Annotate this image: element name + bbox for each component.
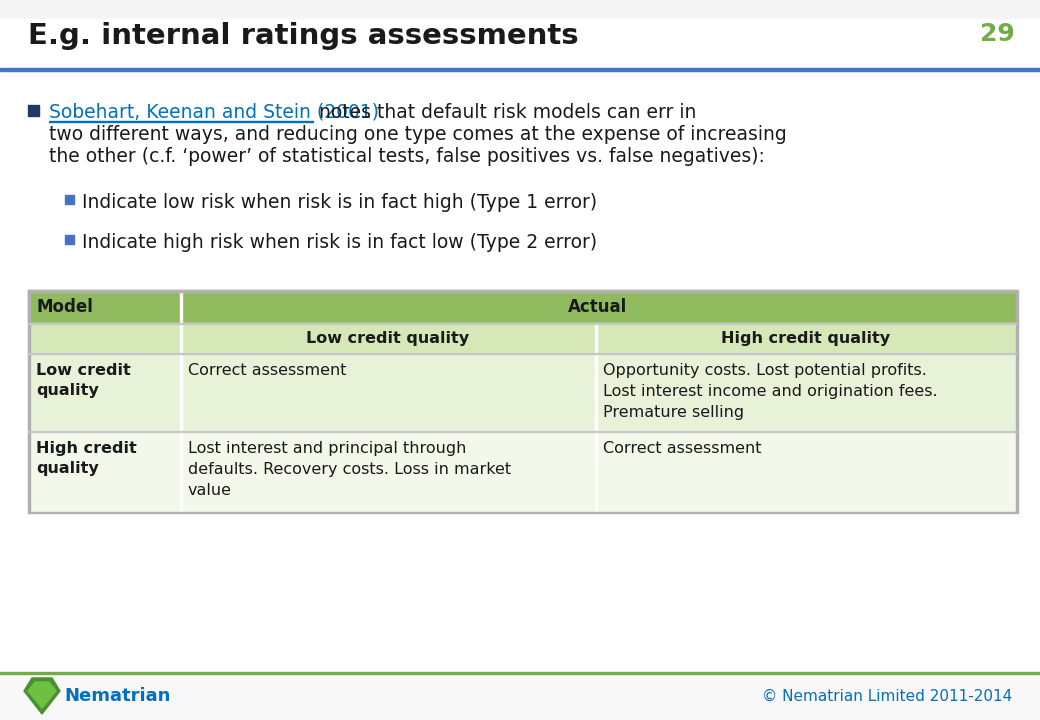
Bar xyxy=(28,323,1016,324)
Text: Indicate low risk when risk is in fact high (Type 1 error): Indicate low risk when risk is in fact h… xyxy=(82,193,597,212)
Text: two different ways, and reducing one type comes at the expense of increasing: two different ways, and reducing one typ… xyxy=(49,125,786,144)
Bar xyxy=(180,290,182,323)
Bar xyxy=(0,672,1040,674)
Bar xyxy=(180,431,182,513)
Text: Opportunity costs. Lost potential profits.
Lost interest income and origination : Opportunity costs. Lost potential profit… xyxy=(603,363,938,420)
Bar xyxy=(28,511,1016,513)
Text: Model: Model xyxy=(36,297,93,315)
Text: Low credit
quality: Low credit quality xyxy=(36,363,131,397)
Text: notes that default risk models can err in: notes that default risk models can err i… xyxy=(313,103,697,122)
Text: High credit
quality: High credit quality xyxy=(36,441,136,476)
Bar xyxy=(0,672,1040,720)
Bar xyxy=(28,290,1016,292)
Bar xyxy=(28,353,1016,354)
Text: Actual: Actual xyxy=(569,297,627,315)
Text: Nematrian: Nematrian xyxy=(64,687,171,705)
Bar xyxy=(0,0,1040,18)
Bar xyxy=(28,431,1016,432)
Text: Correct assessment: Correct assessment xyxy=(188,363,346,378)
Text: the other (c.f. ‘power’ of statistical tests, false positives vs. false negative: the other (c.f. ‘power’ of statistical t… xyxy=(49,147,764,166)
Polygon shape xyxy=(24,678,60,714)
Bar xyxy=(49,121,313,122)
Bar xyxy=(28,323,1016,353)
Bar xyxy=(1016,290,1017,513)
Bar xyxy=(64,195,74,204)
Bar xyxy=(180,323,182,353)
Bar xyxy=(0,68,1040,71)
Bar xyxy=(595,431,597,513)
Text: High credit quality: High credit quality xyxy=(721,330,890,346)
Bar xyxy=(595,353,597,431)
Text: Lost interest and principal through
defaults. Recovery costs. Loss in market
val: Lost interest and principal through defa… xyxy=(188,441,511,498)
Text: 29: 29 xyxy=(981,22,1015,46)
Bar xyxy=(64,235,74,244)
Text: Low credit quality: Low credit quality xyxy=(306,330,469,346)
Bar xyxy=(28,105,40,116)
Text: © Nematrian Limited 2011-2014: © Nematrian Limited 2011-2014 xyxy=(761,688,1012,703)
Bar xyxy=(595,323,597,353)
Text: Sobehart, Keenan and Stein (2001): Sobehart, Keenan and Stein (2001) xyxy=(49,103,379,122)
Bar xyxy=(28,431,1016,513)
Bar xyxy=(180,353,182,431)
Bar xyxy=(28,290,1016,323)
Polygon shape xyxy=(28,682,56,708)
Text: E.g. internal ratings assessments: E.g. internal ratings assessments xyxy=(28,22,578,50)
Bar xyxy=(28,290,29,513)
Bar xyxy=(28,353,1016,431)
Text: Indicate high risk when risk is in fact low (Type 2 error): Indicate high risk when risk is in fact … xyxy=(82,233,597,252)
Text: Correct assessment: Correct assessment xyxy=(603,441,761,456)
